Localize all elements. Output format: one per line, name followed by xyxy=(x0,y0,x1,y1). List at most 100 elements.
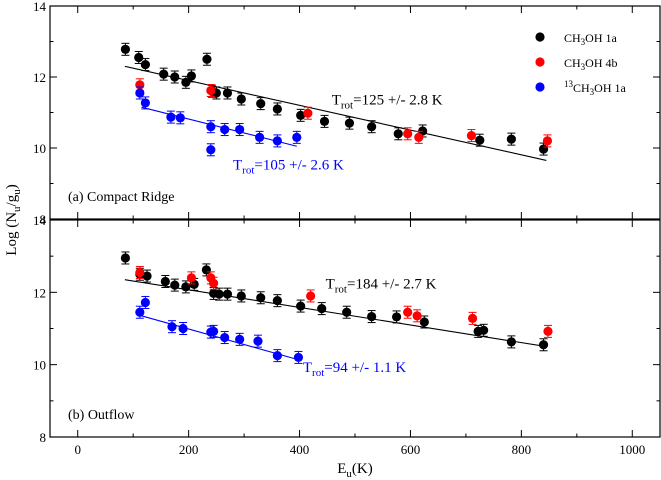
trot-annotation: Trot=105 +/- 2.6 K xyxy=(233,157,344,176)
y-tick-label: 14 xyxy=(33,213,47,228)
data-point xyxy=(206,145,216,155)
x-axis-title: Eu(K) xyxy=(337,461,373,480)
data-point xyxy=(467,313,478,323)
data-point xyxy=(296,301,306,311)
data-point xyxy=(256,99,266,109)
data-point xyxy=(120,44,131,54)
data-point xyxy=(391,312,402,322)
data-point xyxy=(342,307,352,317)
trot-annotation: Trot=184 +/- 2.7 K xyxy=(326,277,437,296)
x-tick-label: 1000 xyxy=(619,442,645,457)
data-point xyxy=(272,351,282,361)
y-tick-label: 14 xyxy=(33,0,47,14)
data-point xyxy=(220,124,230,135)
data-point xyxy=(206,85,216,96)
data-point xyxy=(167,322,177,332)
fit-line xyxy=(141,106,297,147)
data-point xyxy=(220,332,230,343)
panel-compact-ridge: 8 10 12 14 Trot=125 +/- 2.8 K Trot=105 +/- 2.… xyxy=(33,0,661,227)
data-point xyxy=(466,130,477,141)
data-point xyxy=(256,293,266,303)
data-point xyxy=(214,289,224,299)
data-point xyxy=(206,122,216,132)
data-point xyxy=(306,291,316,301)
data-point xyxy=(181,77,191,87)
data-point xyxy=(208,278,219,288)
data-point xyxy=(201,265,211,275)
data-point xyxy=(170,280,180,290)
data-point xyxy=(186,71,197,81)
data-point xyxy=(222,88,233,98)
data-point xyxy=(140,98,150,108)
data-point xyxy=(272,296,282,306)
y-axis-title: Log (Nu/gu) xyxy=(4,184,23,255)
data-point xyxy=(403,307,413,317)
data-point xyxy=(319,116,330,126)
x-tick-label: 0 xyxy=(74,442,81,457)
data-point xyxy=(135,88,145,98)
y-tick-label: 8 xyxy=(40,430,47,445)
data-point xyxy=(292,132,302,142)
legend-marker xyxy=(535,57,545,67)
data-point xyxy=(367,122,377,132)
data-point xyxy=(506,337,516,347)
legend-label: 13CH3OH 1a xyxy=(564,79,627,97)
data-point xyxy=(159,69,169,79)
data-point xyxy=(538,340,549,350)
x-tick-label: 600 xyxy=(401,442,421,457)
trot-annotation: Trot=94 +/- 1.1 K xyxy=(303,360,406,379)
data-point xyxy=(178,323,188,334)
x-tick-label: 800 xyxy=(512,442,532,457)
data-point xyxy=(538,144,549,154)
data-point xyxy=(222,289,233,299)
legend-label: CH3OH 4b xyxy=(564,56,618,72)
data-point xyxy=(506,134,516,144)
data-point xyxy=(160,276,170,287)
y-tick-label: 12 xyxy=(33,70,46,85)
data-point xyxy=(367,311,377,322)
data-point xyxy=(140,59,150,70)
y-tick-label: 8 xyxy=(40,212,47,227)
data-point xyxy=(135,267,145,278)
data-point xyxy=(255,132,265,142)
data-point xyxy=(272,104,282,114)
data-point xyxy=(181,282,191,292)
data-point xyxy=(412,311,422,321)
data-point xyxy=(414,132,424,142)
data-point xyxy=(202,54,212,64)
panel-outflow: 8 10 12 14 Trot=184 +/- 2.7 K Trot=94 +/- 1.1… xyxy=(33,213,661,445)
data-point xyxy=(475,135,485,145)
data-point xyxy=(419,317,429,327)
plot-frame xyxy=(49,219,661,438)
data-point xyxy=(166,112,176,122)
data-point xyxy=(236,291,246,301)
data-point xyxy=(303,108,313,118)
legend-label: CH3OH 1a xyxy=(564,31,618,47)
data-point xyxy=(344,118,355,128)
data-point xyxy=(272,136,282,146)
data-point xyxy=(317,304,327,314)
data-point xyxy=(235,124,245,135)
data-point xyxy=(186,273,197,283)
data-point xyxy=(142,271,152,281)
panel-label: (b) Outflow xyxy=(68,408,135,423)
data-point xyxy=(253,336,263,346)
data-point xyxy=(543,326,553,336)
data-point xyxy=(293,352,304,363)
data-point xyxy=(403,129,413,139)
data-point xyxy=(479,325,489,335)
data-point xyxy=(170,72,180,82)
data-point xyxy=(542,136,553,146)
data-point xyxy=(208,326,219,336)
data-point xyxy=(296,110,306,120)
x-tick-label: 400 xyxy=(290,442,310,457)
data-point xyxy=(393,129,403,139)
y-tick-label: 12 xyxy=(33,285,46,300)
data-point xyxy=(120,253,131,263)
legend-marker xyxy=(535,82,545,92)
data-point xyxy=(235,334,245,344)
x-tick-label: 200 xyxy=(179,442,199,457)
data-point xyxy=(236,94,246,104)
y-tick-label: 10 xyxy=(33,141,46,156)
